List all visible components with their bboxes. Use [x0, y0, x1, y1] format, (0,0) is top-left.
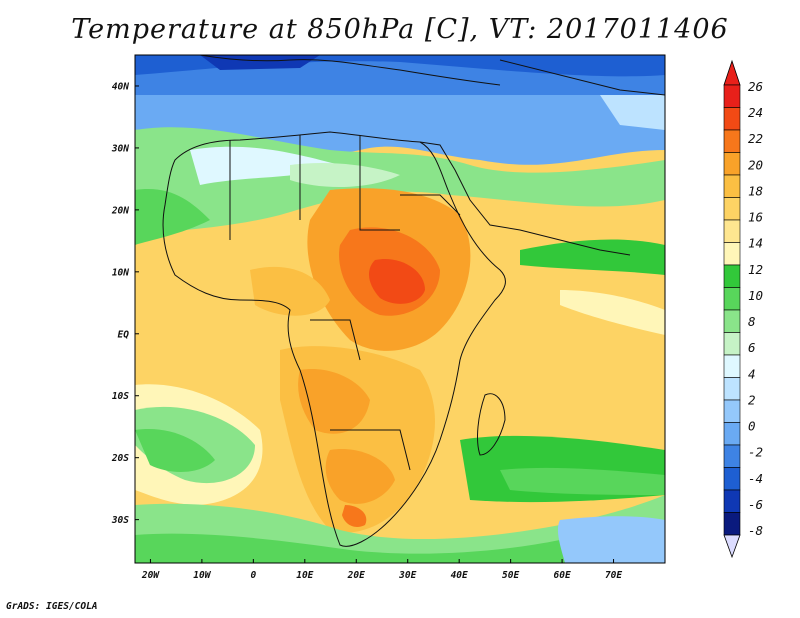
lon-tick-label: 70E	[605, 570, 622, 581]
lat-tick-label: 40N	[112, 81, 129, 92]
colorbar-label: 10	[748, 288, 763, 303]
colorbar-box	[723, 197, 741, 221]
latitude-tick-labels: 40N 30N 20N 10N EQ 10S 20S 30S	[111, 81, 139, 526]
colorbar-box	[723, 174, 741, 198]
lat-tick-label: 20S	[111, 453, 129, 464]
lon-tick-label: 10E	[296, 570, 313, 581]
lon-tick-label: 0	[250, 570, 256, 581]
lat-tick-label: 30N	[111, 143, 129, 154]
colorbar-label: -2	[748, 445, 763, 460]
lon-tick-label: 30E	[398, 570, 416, 581]
colorbar-label: 26	[748, 79, 763, 94]
lon-tick-label: 50E	[502, 570, 519, 581]
colorbar-top-arrow	[723, 59, 741, 86]
colorbar-box	[723, 489, 741, 513]
colorbar-box	[723, 444, 741, 468]
lon-tick-label: 40E	[451, 570, 468, 581]
colorbar-box	[723, 264, 741, 288]
colorbar-label: -4	[748, 471, 763, 486]
colorbar-box	[723, 129, 741, 153]
colorbar-label: 14	[748, 236, 763, 251]
colorbar-label: 18	[748, 183, 763, 198]
colorbar-box	[723, 84, 741, 108]
lat-tick-label: 30S	[111, 515, 129, 526]
colorbar-label: 12	[748, 262, 763, 277]
map-title: Temperature at 850hPa [C], VT: 201701140…	[71, 14, 729, 45]
lon-tick-label: 60E	[554, 570, 571, 581]
colorbar-label: 20	[748, 157, 763, 172]
lat-tick-label: 10S	[112, 391, 129, 402]
colorbar-label: 0	[748, 419, 756, 434]
colorbar-label: -6	[748, 497, 763, 512]
longitude-tick-labels: 20W 10W 0 10E 20E 30E 40E 50E 60E 70E	[141, 559, 622, 581]
colorbar-label: 24	[748, 105, 763, 120]
colorbar-label: 4	[748, 366, 756, 381]
colorbar-box	[723, 332, 741, 356]
colorbar-boxes	[723, 59, 741, 559]
colorbar-box	[723, 377, 741, 401]
lat-tick-label: 20N	[111, 205, 129, 216]
colorbar-label: -8	[748, 523, 763, 538]
lat-tick-label: 10N	[112, 267, 129, 278]
colorbar-box	[723, 422, 741, 446]
colorbar-label: 8	[748, 314, 756, 329]
colorbar-box	[723, 467, 741, 491]
colorbar-box	[723, 309, 741, 333]
map-border	[134, 54, 666, 564]
colorbar-label: 6	[748, 340, 756, 355]
lon-tick-label: 20E	[347, 570, 365, 581]
colorbar-box	[723, 354, 741, 378]
colorbar-label: 22	[748, 131, 763, 146]
colorbar-box	[723, 287, 741, 311]
colorbar-box	[723, 512, 741, 536]
colorbar-box	[723, 242, 741, 266]
colorbar-bottom-arrow	[723, 534, 741, 559]
lat-tick-label: EQ	[118, 329, 130, 340]
grads-credit: GrADS: IGES/COLA	[6, 601, 98, 612]
colorbar-box	[723, 219, 741, 243]
temperature-field	[135, 55, 665, 563]
coastlines	[162, 55, 665, 547]
colorbar-box	[723, 152, 741, 176]
colorbar-box	[723, 399, 741, 423]
lon-tick-label: 10W	[193, 570, 211, 581]
colorbar-label: 2	[748, 392, 756, 407]
colorbar-box	[723, 107, 741, 131]
colorbar-label: 16	[748, 210, 763, 225]
lon-tick-label: 20W	[141, 570, 160, 581]
